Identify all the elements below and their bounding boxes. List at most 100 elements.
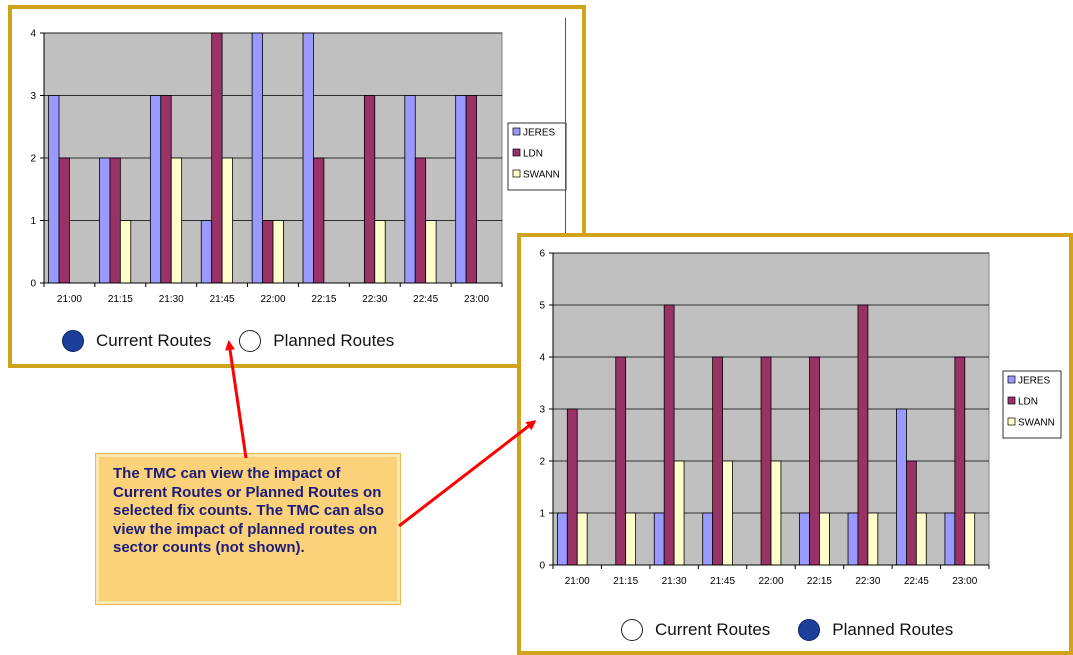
y-tick-label: 4 xyxy=(539,353,545,364)
bar-jeres xyxy=(200,220,213,284)
bar-swann xyxy=(673,460,685,566)
x-tick-label: 21:15 xyxy=(613,576,638,587)
x-tick-label: 23:00 xyxy=(952,576,977,587)
x-tick-label: 22:45 xyxy=(904,576,929,587)
bar-swann xyxy=(964,512,976,566)
bar-jeres xyxy=(847,512,859,566)
fix-count-chart-current: 0 1 2 3 4 21:00 21:15 21:30 21:45 22:00 22:15 22:30… xyxy=(30,29,567,305)
y-tick-label: 5 xyxy=(539,301,545,312)
legend-swatch-ldn xyxy=(1007,396,1016,405)
bar-swann xyxy=(867,512,879,566)
legend-swatch-swann xyxy=(1007,417,1016,426)
legend-label-jeres: JERES xyxy=(1018,376,1051,387)
fix-count-chart-planned: 0 1 2 3 4 5 6 21:00 21:15 21:30 21:45 22:00 22:15 22:… xyxy=(539,249,1062,587)
x-tick-label: 21:00 xyxy=(57,294,82,305)
y-tick-label: 6 xyxy=(539,249,545,260)
y-tick-label: 1 xyxy=(539,509,545,520)
bar-jeres xyxy=(251,32,263,284)
legend-label-swann: SWANN xyxy=(523,170,560,181)
planned-routes-label[interactable]: Planned Routes xyxy=(273,331,395,350)
current-routes-panel: 0 1 2 3 4 21:00 21:15 21:30 21:45 22:00 22:15 22:30… xyxy=(8,5,586,368)
bar-ldn xyxy=(809,356,820,566)
x-tick-label: 22:15 xyxy=(311,294,336,305)
bar-jeres xyxy=(99,157,111,284)
legend-swatch-ldn xyxy=(512,148,521,157)
legend-swatch-jeres xyxy=(1007,375,1016,384)
bar-swann xyxy=(221,157,233,284)
bar-ldn xyxy=(954,356,966,566)
current-routes-label[interactable]: Current Routes xyxy=(655,620,771,639)
bar-ldn xyxy=(566,408,578,566)
bar-ldn xyxy=(857,304,869,566)
bar-ldn xyxy=(363,95,376,284)
legend-swatch-swann xyxy=(512,169,521,178)
legend-label-swann: SWANN xyxy=(1018,418,1055,429)
y-tick-label: 2 xyxy=(539,457,545,468)
x-tick-label: 22:00 xyxy=(260,294,285,305)
planned-routes-panel: 0 1 2 3 4 5 6 21:00 21:15 21:30 21:45 22:00 22:15 22:… xyxy=(517,233,1073,655)
explanation-callout: The TMC can view the impact of Current R… xyxy=(95,453,401,605)
x-tick-label: 21:45 xyxy=(210,294,235,305)
bar-swann xyxy=(819,512,830,566)
bar-swann xyxy=(770,460,782,566)
x-tick-label: 22:30 xyxy=(362,294,387,305)
y-tick-label: 3 xyxy=(30,91,36,102)
x-tick-label: 21:15 xyxy=(108,294,133,305)
bar-swann xyxy=(576,512,588,566)
bar-swann xyxy=(119,220,132,284)
bar-jeres xyxy=(302,32,314,284)
bar-swann xyxy=(425,220,437,284)
bar-ldn xyxy=(906,460,917,566)
x-tick-label: 22:00 xyxy=(758,576,783,587)
x-tick-label: 22:30 xyxy=(855,576,880,587)
arrow-to-planned-chart xyxy=(398,420,537,528)
route-mode-selector-planned: Current Routes Planned Routes xyxy=(621,619,981,641)
legend-label-ldn: LDN xyxy=(1018,397,1038,408)
bar-jeres xyxy=(702,512,714,566)
bar-swann xyxy=(722,460,733,566)
bar-ldn xyxy=(414,157,427,284)
bar-ldn xyxy=(313,157,325,284)
bar-ldn xyxy=(760,356,772,566)
bar-ldn xyxy=(109,157,121,284)
bar-ldn xyxy=(262,220,274,284)
current-routes-radio[interactable] xyxy=(621,619,643,641)
y-tick-label: 4 xyxy=(30,29,36,40)
legend-label-jeres: JERES xyxy=(523,128,556,139)
current-routes-label[interactable]: Current Routes xyxy=(96,331,212,350)
current-routes-radio[interactable] xyxy=(62,330,84,352)
bar-ldn xyxy=(211,32,223,284)
y-tick-label: 3 xyxy=(539,405,545,416)
bar-swann xyxy=(374,220,386,284)
bar-ldn xyxy=(160,95,172,284)
bar-ldn xyxy=(58,157,70,284)
x-tick-label: 21:30 xyxy=(159,294,184,305)
x-tick-label: 21:45 xyxy=(710,576,735,587)
planned-routes-radio[interactable] xyxy=(798,619,821,641)
planned-routes-label[interactable]: Planned Routes xyxy=(832,620,954,639)
x-tick-label: 23:00 xyxy=(464,294,489,305)
bar-jeres xyxy=(48,95,60,284)
divider-line xyxy=(565,18,566,233)
route-mode-selector: Current Routes Planned Routes xyxy=(62,330,422,352)
y-tick-label: 2 xyxy=(30,154,36,165)
x-tick-label: 22:45 xyxy=(413,294,438,305)
bar-jeres xyxy=(455,95,467,284)
bar-swann xyxy=(915,512,927,566)
bar-ldn xyxy=(663,304,675,566)
bar-swann xyxy=(170,157,183,284)
bar-ldn xyxy=(465,95,477,284)
y-tick-label: 0 xyxy=(30,279,36,290)
bar-jeres xyxy=(799,512,810,566)
x-tick-label: 21:30 xyxy=(662,576,687,587)
bar-jeres xyxy=(556,512,568,566)
bar-swann xyxy=(625,512,636,566)
bar-jeres xyxy=(149,95,162,284)
y-tick-label: 1 xyxy=(30,216,36,227)
bar-ldn xyxy=(712,356,723,566)
x-tick-label: 21:00 xyxy=(565,576,590,587)
bar-jeres xyxy=(653,512,665,566)
planned-routes-radio[interactable] xyxy=(239,330,262,352)
x-tick-label: 22:15 xyxy=(807,576,832,587)
bar-jeres xyxy=(404,95,416,284)
